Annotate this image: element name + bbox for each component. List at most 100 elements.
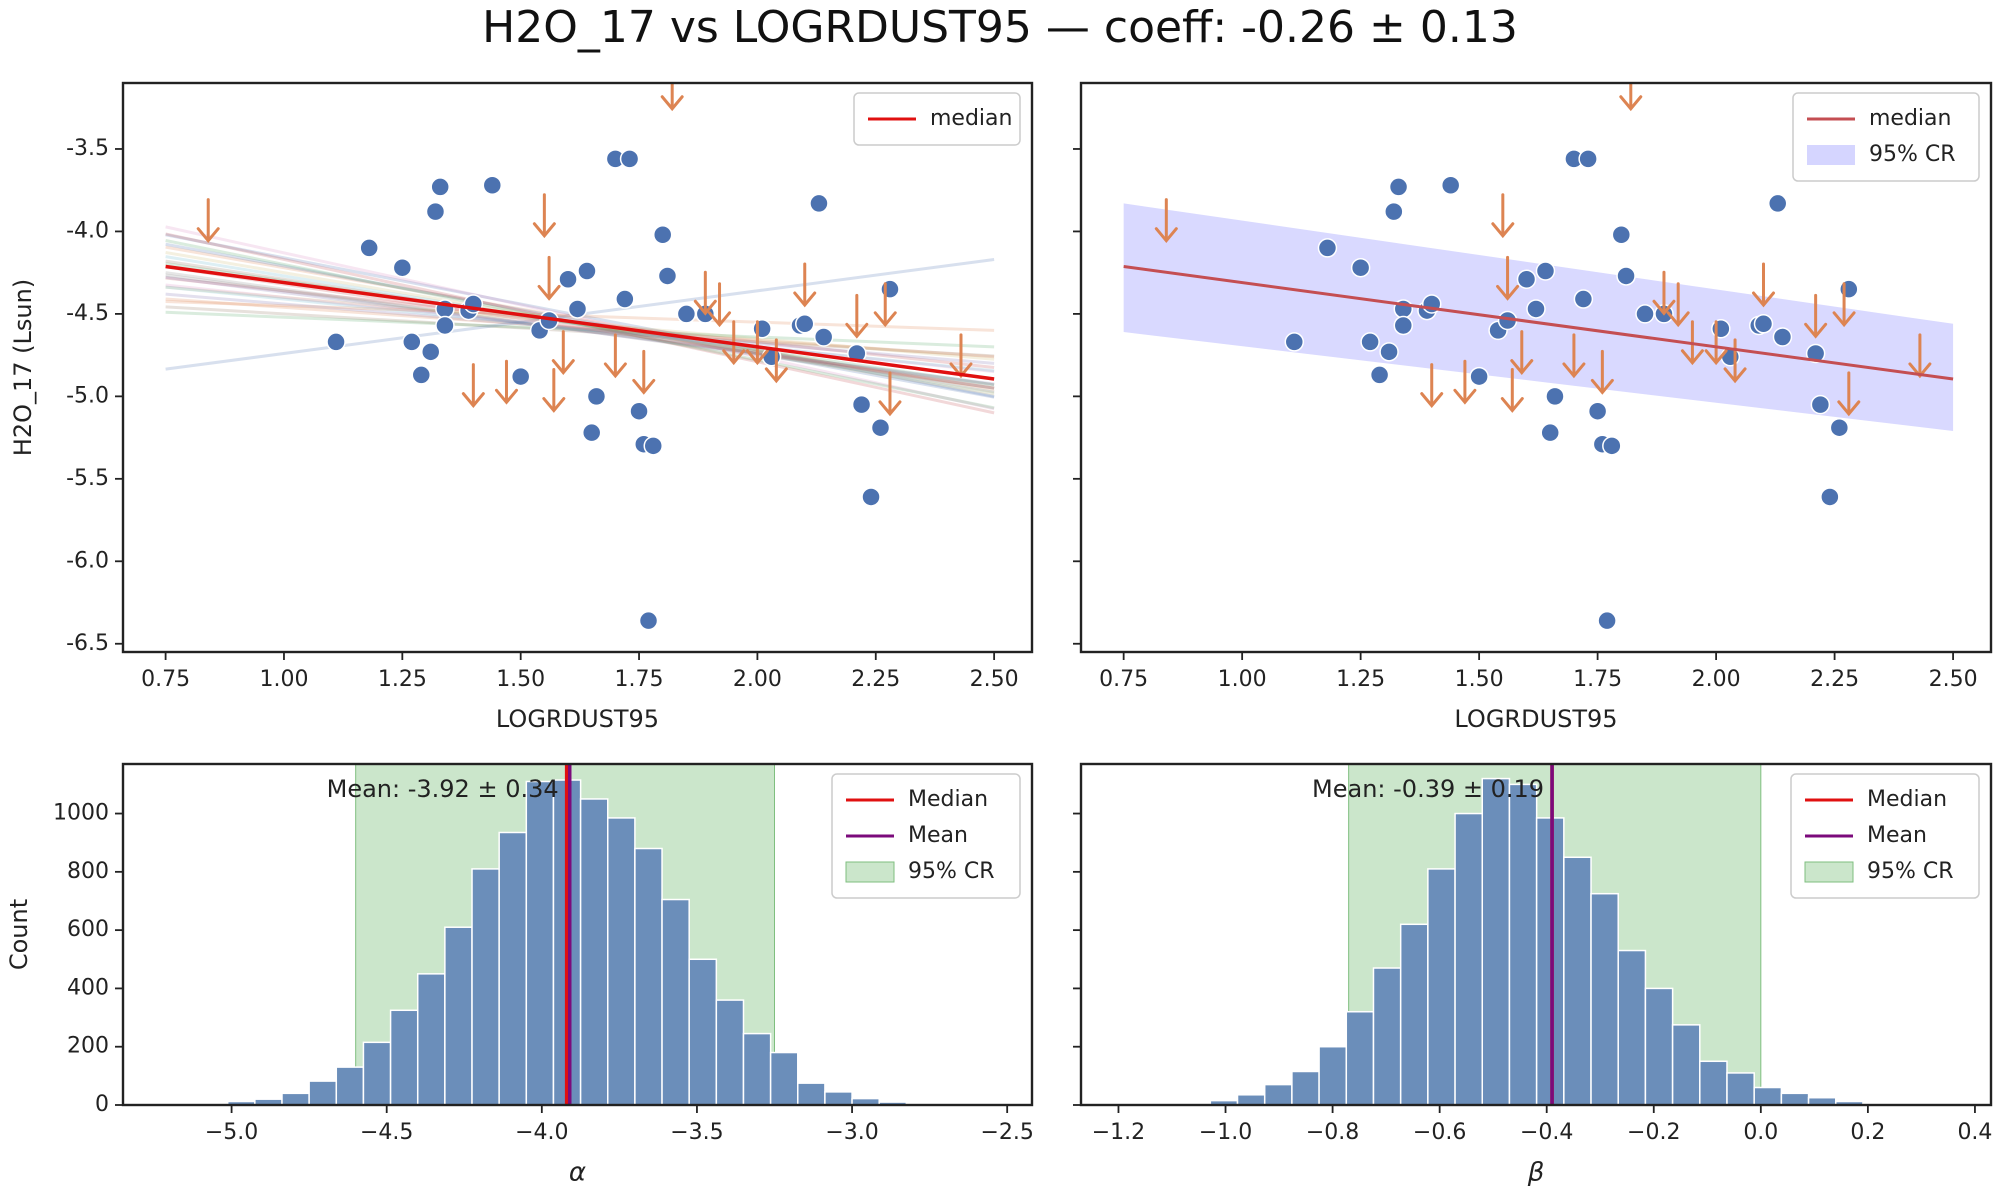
- histogram-bar: [1535, 817, 1565, 1105]
- detection-point: [619, 149, 640, 169]
- scatter-right-xtick-label: 2.25: [1810, 667, 1859, 692]
- upper-limit-arrow: [1723, 338, 1747, 384]
- upper-limit-arrow: [660, 83, 684, 112]
- detection-point: [1635, 304, 1655, 324]
- histogram-bar: [1726, 1072, 1755, 1105]
- upper-limit-head: [1680, 349, 1704, 366]
- hist-2-legend-label: Mean: [908, 823, 968, 848]
- scatter-right-xtick-label: 1.75: [1573, 667, 1622, 692]
- scatter-left-legend-box: [853, 92, 1021, 146]
- detection-point: [1573, 289, 1594, 309]
- histogram-bar: [688, 958, 718, 1105]
- scatter-left-xtick-label: 1.75: [615, 667, 664, 692]
- upper-limit-head: [660, 95, 684, 112]
- scatter-left-ytick-label: -6.0: [66, 548, 109, 573]
- detection-point: [326, 332, 346, 352]
- hist-2-ytick-label: 1000: [53, 801, 109, 826]
- histogram-bar: [308, 1080, 338, 1105]
- histogram-bar: [444, 926, 473, 1105]
- detection-point: [1820, 487, 1840, 507]
- histogram-bar: [606, 817, 636, 1105]
- scatter-right-legend-label: median: [1869, 106, 1951, 131]
- upper-limit-head: [1420, 392, 1444, 408]
- detection-point: [482, 175, 503, 196]
- hist-3-xtick-label: −0.4: [1520, 1120, 1573, 1145]
- scatter-right-legend-label: 95% CR: [1869, 142, 1956, 167]
- posterior-draw-line: [165, 245, 995, 393]
- histogram-bar: [1345, 1010, 1375, 1105]
- histogram-bar: [797, 1082, 826, 1105]
- detection-point: [1393, 315, 1414, 336]
- upper-limit-arrow: [793, 262, 817, 308]
- hist-3-xtick-label: −0.2: [1627, 1120, 1680, 1145]
- histogram-bar: [1372, 967, 1402, 1105]
- histogram-bar: [1590, 892, 1619, 1105]
- scatter-left-xtick-label: 0.75: [141, 667, 190, 692]
- hist-2-xlabel: α: [569, 1158, 586, 1188]
- scatter-right-xtick-label: 1.25: [1336, 667, 1385, 692]
- upper-limit-head: [603, 362, 627, 379]
- hist-2-ylabel: Count: [5, 899, 33, 970]
- upper-limit-head: [1832, 311, 1856, 328]
- histogram-bar: [1481, 777, 1511, 1105]
- hist-3-legend-label: 95% CR: [1867, 859, 1954, 884]
- detection-point: [676, 304, 697, 324]
- hist-2-ytick-label: 600: [67, 917, 109, 942]
- upper-limit-head: [532, 222, 556, 239]
- detection-point: [1540, 422, 1560, 443]
- upper-limit-head: [1704, 349, 1728, 366]
- hist-2-legend-swatch: [845, 861, 895, 883]
- histogram-bar: [1291, 1070, 1320, 1105]
- hist-3-xtick-label: −0.6: [1413, 1120, 1466, 1145]
- upper-limit-head: [1723, 367, 1747, 384]
- detection-point: [847, 343, 867, 364]
- detection-point: [1805, 343, 1826, 364]
- detection-point: [581, 422, 602, 443]
- histogram-bar: [281, 1092, 310, 1105]
- upper-limit-arrow: [1510, 330, 1534, 375]
- detection-point: [1767, 193, 1788, 214]
- upper-limit-arrow: [494, 359, 518, 405]
- upper-limit-head: [745, 349, 769, 366]
- detection-point: [392, 257, 413, 278]
- histogram-bar: [1753, 1086, 1783, 1105]
- upper-limit-head: [1666, 311, 1690, 328]
- upper-limit-arrow: [1704, 320, 1728, 366]
- upper-limit-head: [693, 299, 717, 316]
- upper-limit-arrow: [461, 363, 485, 408]
- upper-limit-arrow: [1680, 320, 1704, 366]
- upper-limit-head: [196, 227, 220, 244]
- posterior-draw-line: [165, 242, 995, 399]
- detection-point: [880, 279, 900, 299]
- upper-limit-head: [494, 388, 518, 405]
- upper-limit-head: [537, 284, 561, 301]
- detection-point: [1516, 269, 1537, 290]
- detection-point: [558, 269, 578, 290]
- figure-title: H2O_17 vs LOGRDUST95 — coeff: -0.26 ± 0.…: [482, 2, 1518, 53]
- posterior-draw-line: [165, 259, 995, 390]
- upper-limit-head: [1837, 400, 1861, 417]
- upper-limit-head: [793, 291, 817, 308]
- detection-point: [1317, 238, 1338, 258]
- scatter-left-ytick-label: -3.5: [66, 136, 109, 161]
- histogram-bar: [661, 898, 690, 1105]
- scatter-left-xlabel: LOGRDUST95: [496, 705, 659, 733]
- scatter-right-xtick-label: 1.50: [1455, 667, 1504, 692]
- scatter-left-xtick-label: 2.25: [851, 667, 900, 692]
- histogram-bar: [634, 847, 663, 1105]
- scatter-right-xtick-label: 0.75: [1099, 667, 1148, 692]
- upper-limit-head: [845, 322, 869, 339]
- upper-limit-head: [1496, 284, 1520, 301]
- hist-3-annotation: Mean: -0.39 ± 0.19: [1312, 775, 1544, 803]
- upper-limit-arrow: [537, 255, 561, 301]
- hist-3-legend-label: Mean: [1867, 823, 1927, 848]
- scatter-left-xtick-label: 1.25: [378, 667, 427, 692]
- detection-point: [1545, 386, 1565, 407]
- scatter-right-xtick-label: 2.50: [1929, 667, 1978, 692]
- upper-limit-arrow: [603, 333, 627, 379]
- upper-limit-arrow: [693, 270, 717, 316]
- hist-2-plot-area: [199, 764, 935, 1105]
- detection-point: [1711, 318, 1731, 339]
- scatter-left-xtick-label: 2.00: [733, 667, 782, 692]
- detection-point: [1526, 299, 1546, 319]
